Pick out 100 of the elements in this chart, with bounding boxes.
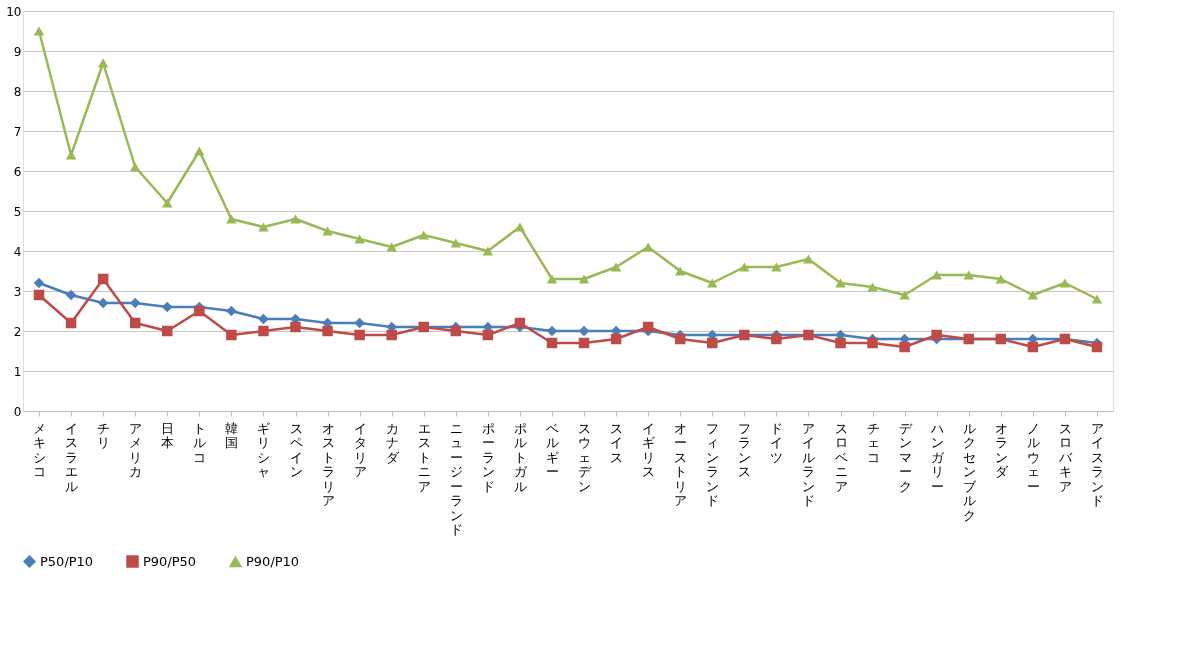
point xyxy=(97,273,109,285)
point xyxy=(258,313,269,325)
point xyxy=(867,282,878,292)
x-tick-label: スロバキア xyxy=(1057,420,1073,494)
x-tick-label: オストラリア xyxy=(321,420,335,508)
x-tick-label: イスラエル xyxy=(65,420,79,494)
point xyxy=(514,222,526,232)
point xyxy=(1059,278,1071,288)
point xyxy=(899,290,910,300)
legend-label: P90/P50 xyxy=(143,553,197,569)
point xyxy=(162,198,173,208)
point xyxy=(899,341,910,353)
x-tick-label: ベルギー xyxy=(545,420,559,479)
point xyxy=(65,289,77,301)
point xyxy=(194,146,205,156)
x-tick-label: 日本 xyxy=(161,420,175,450)
point xyxy=(1091,294,1103,304)
x-tick-label: スロベニア xyxy=(834,420,848,494)
point xyxy=(1027,290,1039,300)
x-tick-label: チリ xyxy=(97,420,111,450)
point xyxy=(963,270,974,280)
point xyxy=(450,238,462,248)
point xyxy=(386,329,397,341)
y-tick-label: 4 xyxy=(13,244,22,259)
point xyxy=(33,289,45,301)
point xyxy=(546,337,558,349)
point xyxy=(354,234,365,244)
point xyxy=(771,333,782,345)
point xyxy=(995,274,1007,284)
x-tick-label: イギリス xyxy=(642,420,656,479)
point xyxy=(226,329,237,341)
point xyxy=(803,254,814,264)
point xyxy=(642,321,654,333)
y-tick-label: 0 xyxy=(13,404,22,419)
point xyxy=(1091,341,1103,353)
x-tick-label: エストニア xyxy=(417,420,431,494)
point xyxy=(65,317,77,329)
point xyxy=(578,337,590,349)
point xyxy=(610,333,622,345)
y-tick-label: 10 xyxy=(6,4,22,19)
x-tick-label: デンマーク xyxy=(898,420,913,494)
point xyxy=(290,321,301,333)
x-tick-label: ポーランド xyxy=(481,420,495,494)
point xyxy=(931,329,942,341)
point xyxy=(707,337,718,349)
y-tick-label: 3 xyxy=(13,284,22,299)
point xyxy=(322,226,333,236)
point xyxy=(1027,341,1039,353)
legend-label: P50/P10 xyxy=(40,553,94,569)
point xyxy=(354,317,365,329)
x-tick-label: トルコ xyxy=(193,420,207,465)
x-tick-label: スイス xyxy=(610,420,624,465)
point xyxy=(418,230,429,240)
point xyxy=(931,270,942,280)
x-tick-label: アイスランド xyxy=(1090,420,1104,508)
point xyxy=(610,262,622,272)
x-tick-label: フィンランド xyxy=(706,420,720,508)
point xyxy=(739,262,750,272)
point xyxy=(290,214,301,224)
point xyxy=(546,274,558,284)
x-tick-label: 韓国 xyxy=(225,420,239,450)
x-tick-label: スペイン xyxy=(289,420,303,479)
x-tick-label: メキシコ xyxy=(33,420,47,479)
x-tick-label: スウェデン xyxy=(578,420,593,494)
x-tick-label: ギリシャ xyxy=(257,420,271,479)
y-tick-label: 5 xyxy=(13,204,22,219)
x-tick-label: アイルランド xyxy=(802,420,816,508)
point xyxy=(482,246,494,256)
point xyxy=(835,278,846,288)
x-tick-label: オーストリア xyxy=(674,420,688,508)
point xyxy=(835,337,846,349)
point xyxy=(162,301,173,313)
point xyxy=(97,297,109,309)
point xyxy=(162,325,173,337)
y-tick-label: 2 xyxy=(13,324,22,339)
point xyxy=(707,278,718,288)
point xyxy=(258,325,269,337)
point xyxy=(674,333,686,345)
point xyxy=(386,242,397,252)
legend-label: P90/P10 xyxy=(246,553,300,569)
y-tick-label: 1 xyxy=(13,364,22,379)
x-tick-label: チェコ xyxy=(866,420,880,465)
x-tick-label: ニュージーランド xyxy=(449,420,463,537)
y-tick-label: 8 xyxy=(13,84,22,99)
point xyxy=(450,325,462,337)
point xyxy=(322,325,333,337)
point xyxy=(33,277,45,289)
point xyxy=(97,58,109,68)
x-tick-label: アメリカ xyxy=(129,420,143,479)
point xyxy=(674,266,686,276)
x-tick-label: ポルトガル xyxy=(513,420,528,494)
x-tick-label: ルクセンブルク xyxy=(962,420,977,523)
x-tick-label: フランス xyxy=(738,420,752,479)
x-tick-label: オランダ xyxy=(994,420,1009,479)
point xyxy=(867,337,878,349)
point xyxy=(258,222,269,232)
point xyxy=(33,26,45,36)
point xyxy=(226,305,237,317)
point xyxy=(194,305,205,317)
point xyxy=(578,274,590,284)
